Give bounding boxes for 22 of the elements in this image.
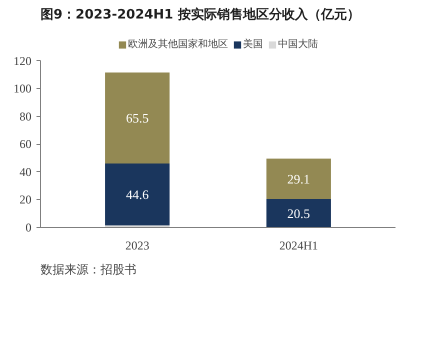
legend-label: 美国 [243, 38, 263, 51]
source-note: 数据来源：招股书 [40, 262, 136, 276]
data-label: 20.5 [287, 206, 310, 221]
bar [105, 163, 170, 226]
y-tick-label: 20 [20, 192, 32, 207]
bar [105, 72, 170, 164]
y-tick-label: 0 [26, 220, 32, 234]
data-label: 44.6 [126, 186, 150, 202]
y-tick-label: 120 [14, 54, 32, 68]
x-tick-label: 2023 [125, 238, 150, 252]
y-tick-label: 40 [20, 164, 32, 179]
bar [266, 158, 331, 200]
y-tick-label: 60 [20, 137, 32, 152]
bar [266, 199, 331, 228]
legend-label: 欧洲及其他国家和地区 [128, 38, 228, 51]
data-label: 29.1 [287, 171, 310, 186]
y-tick-label: 100 [14, 82, 32, 96]
data-label: 65.5 [126, 110, 149, 126]
x-tick-label: 2024H1 [279, 238, 318, 252]
y-tick-label: 80 [20, 109, 32, 124]
chart-title: 图9：2023-2024H1 按实际销售地区分收入（亿元） [40, 6, 360, 22]
legend-label: 中国大陆 [278, 38, 318, 51]
